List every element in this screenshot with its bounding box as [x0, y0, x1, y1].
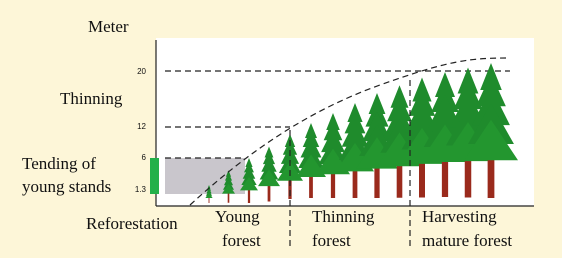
forest-diagram: Meter 20 12 6 1.3 Thinning Tending of yo… — [0, 0, 562, 258]
reforestation-label: Reforestation — [86, 214, 178, 233]
page: {"axis": {"title": "Meter", "ticks": ["2… — [0, 0, 562, 258]
thinning-label: Thinning — [60, 89, 123, 108]
stage-label: forest — [312, 231, 351, 250]
stage-label: Young — [215, 207, 260, 226]
tick-label: 6 — [142, 153, 147, 162]
stage-label: mature forest — [422, 231, 512, 250]
tick-label: 1.3 — [135, 185, 147, 194]
stage-label: Harvesting — [422, 207, 497, 226]
axis-title: Meter — [88, 17, 129, 36]
tending-label: young stands — [22, 177, 111, 196]
stage-label: forest — [222, 231, 261, 250]
tending-bar — [150, 158, 159, 194]
tending-label: Tending of — [22, 154, 96, 173]
stage-label: Thinning — [312, 207, 375, 226]
tick-label: 20 — [137, 67, 146, 76]
tick-label: 12 — [137, 122, 146, 131]
